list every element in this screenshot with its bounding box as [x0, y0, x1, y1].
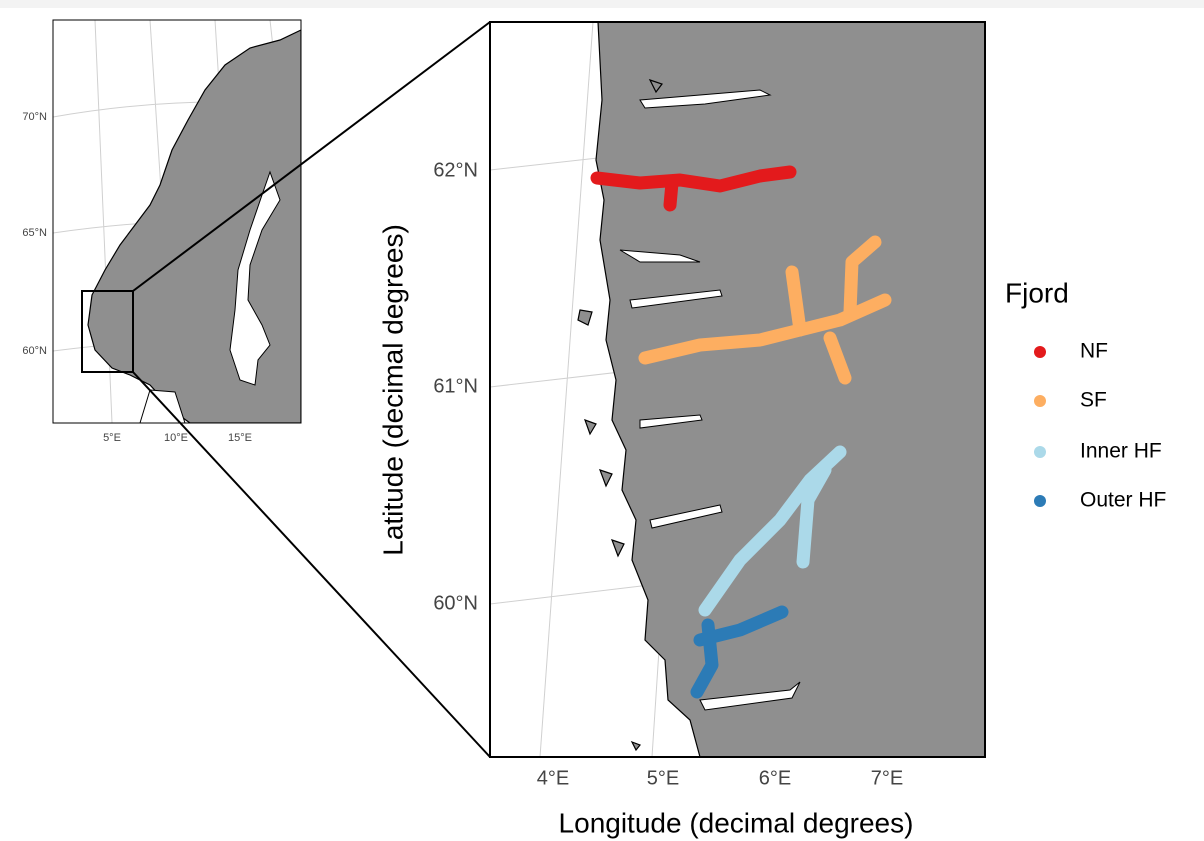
- legend-swatch: [1034, 446, 1046, 458]
- inset-x-tick-label: 15°E: [228, 432, 252, 444]
- sampling-track: [663, 176, 679, 212]
- inset-frame: [52, 19, 302, 424]
- main-frame: [489, 21, 986, 758]
- fjord: [619, 89, 801, 711]
- legend: Fjord NF SF Inner HF Outer HF: [1005, 277, 1166, 511]
- sampling-track: [843, 235, 882, 319]
- x-tick-label: 6°E: [759, 767, 791, 789]
- zoom-box: [81, 290, 134, 373]
- main-land: [595, 22, 985, 757]
- legend-label: Outer HF: [1080, 489, 1166, 512]
- sampling-track: [590, 165, 797, 193]
- sampling-track: [796, 463, 832, 569]
- island: [577, 78, 663, 752]
- top-bar: [0, 0, 1204, 8]
- legend-label: Inner HF: [1080, 440, 1162, 463]
- y-tick-label: 61°N: [433, 375, 478, 397]
- legend-label: SF: [1080, 389, 1107, 412]
- inset-y-tick-label: 65°N: [22, 227, 47, 239]
- legend-label: NF: [1080, 340, 1108, 363]
- sampling-track: [785, 265, 807, 337]
- sampling-track: [690, 618, 719, 699]
- inset-y-tick-label: 70°N: [22, 111, 47, 123]
- inset-x-tick-label: 5°E: [103, 432, 121, 444]
- zoom-line: [132, 21, 491, 292]
- legend-swatch: [1034, 395, 1046, 407]
- legend-swatch: [1034, 346, 1046, 358]
- y-tick-label: 60°N: [433, 592, 478, 614]
- inset-map: 70°N 65°N 60°N 5°E 10°E 15°E: [22, 19, 302, 444]
- x-tick-label: 5°E: [647, 767, 679, 789]
- legend-swatch: [1034, 495, 1046, 507]
- inset-x-tick-label: 10°E: [164, 432, 188, 444]
- zoom-line: [132, 371, 491, 758]
- inset-baltic: [229, 170, 281, 386]
- y-axis-title: Latitude (decimal degrees): [377, 224, 408, 556]
- x-axis-title: Longitude (decimal degrees): [559, 807, 914, 838]
- sampling-track: [823, 331, 852, 385]
- main-map: 62°N 61°N 60°N 4°E 5°E 6°E 7°E Longitude…: [377, 21, 986, 838]
- inset-land: [87, 29, 301, 423]
- y-tick-label: 62°N: [433, 159, 478, 181]
- x-tick-label: 4°E: [537, 767, 569, 789]
- legend-title: Fjord: [1005, 277, 1069, 308]
- x-tick-label: 7°E: [871, 767, 903, 789]
- inset-y-tick-label: 60°N: [22, 345, 47, 357]
